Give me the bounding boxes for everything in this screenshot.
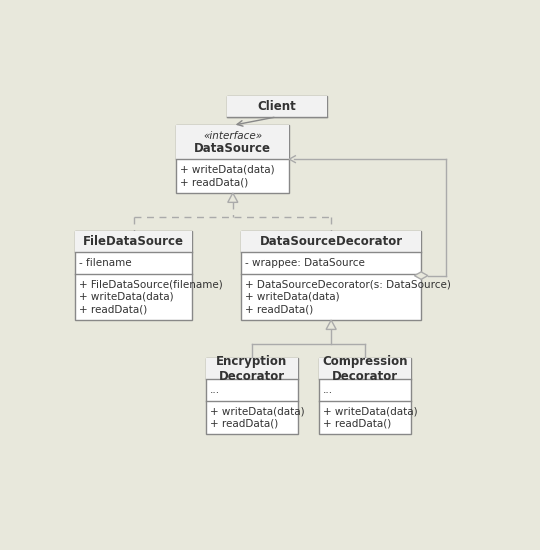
Bar [206, 358, 298, 434]
Bar [176, 125, 289, 193]
Bar [319, 358, 411, 434]
Text: - wrappee: DataSource: - wrappee: DataSource [245, 258, 365, 268]
Bar [75, 231, 192, 252]
Text: + FileDataSource(filename): + FileDataSource(filename) [79, 279, 223, 289]
Bar [75, 231, 192, 320]
Text: + writeData(data): + writeData(data) [245, 292, 340, 302]
Text: ...: ... [323, 385, 333, 395]
Text: Compression
Decorator: Compression Decorator [322, 355, 407, 383]
Polygon shape [228, 193, 238, 202]
Text: + writeData(data): + writeData(data) [180, 165, 275, 175]
Text: DataSourceDecorator: DataSourceDecorator [260, 235, 403, 248]
Text: + readData(): + readData() [323, 419, 391, 429]
Text: + DataSourceDecorator(s: DataSource): + DataSourceDecorator(s: DataSource) [245, 279, 451, 289]
Text: FileDataSource: FileDataSource [83, 235, 184, 248]
Text: + writeData(data): + writeData(data) [210, 406, 305, 416]
Text: + readData(): + readData() [180, 178, 249, 188]
Bar [176, 125, 289, 159]
Text: Encryption
Decorator: Encryption Decorator [216, 355, 287, 383]
Text: DataSource: DataSource [194, 142, 271, 155]
Bar [227, 96, 327, 117]
Text: + writeData(data): + writeData(data) [79, 292, 174, 302]
Text: + readData(): + readData() [79, 305, 147, 315]
Text: + readData(): + readData() [245, 305, 314, 315]
Text: + readData(): + readData() [210, 419, 278, 429]
Text: + writeData(data): + writeData(data) [323, 406, 417, 416]
Text: - filename: - filename [79, 258, 132, 268]
Bar [241, 231, 421, 320]
Bar [241, 231, 421, 252]
Polygon shape [326, 320, 336, 329]
Bar [206, 358, 298, 379]
Bar [319, 358, 411, 379]
Bar [227, 96, 327, 117]
Text: Client: Client [258, 100, 296, 113]
Polygon shape [414, 272, 428, 279]
Text: «interface»: «interface» [203, 131, 262, 141]
Text: ...: ... [210, 385, 220, 395]
